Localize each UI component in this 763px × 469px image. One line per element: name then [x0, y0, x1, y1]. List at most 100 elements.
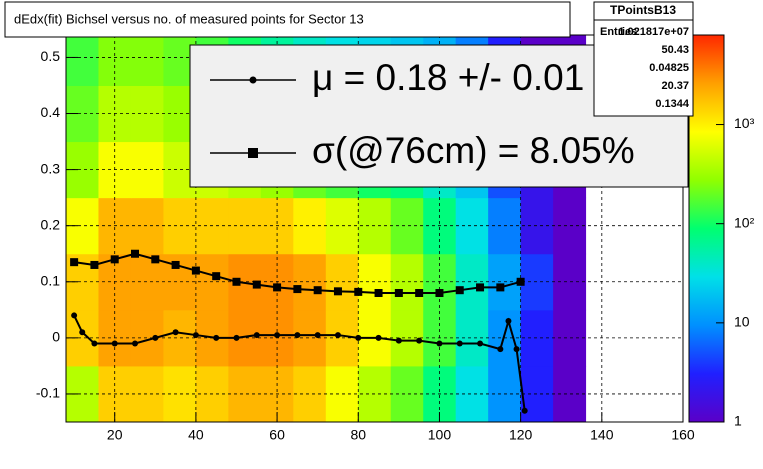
- marker: [172, 329, 179, 336]
- y-tick-label: 0.2: [41, 216, 61, 232]
- stats-value: 50.43: [661, 44, 689, 56]
- legend-marker: [249, 76, 257, 84]
- marker: [436, 340, 443, 347]
- marker: [192, 332, 199, 339]
- marker: [415, 289, 424, 297]
- stats-box: TPointsB13 Entries 1.021817e+07 50.43 0.0…: [593, 1, 694, 117]
- heat-cell: [455, 309, 489, 367]
- marker: [354, 287, 363, 296]
- marker: [521, 407, 528, 414]
- marker: [233, 334, 240, 341]
- y-tick-label: 0.3: [41, 160, 61, 176]
- marker: [71, 312, 78, 319]
- marker: [132, 340, 139, 347]
- marker: [110, 255, 119, 264]
- heat-cell: [228, 365, 262, 423]
- marker: [496, 283, 505, 292]
- title-box: [4, 1, 571, 38]
- stats-label: Entries: [600, 26, 637, 38]
- x-tick-label: 160: [671, 427, 695, 443]
- marker: [435, 289, 444, 297]
- z-tick-label: 10³: [734, 115, 755, 131]
- marker: [497, 346, 504, 353]
- heat-cell: [390, 365, 424, 423]
- marker: [334, 332, 341, 339]
- marker: [476, 283, 485, 292]
- heat-cell: [455, 253, 489, 311]
- marker: [455, 286, 464, 295]
- marker: [70, 258, 79, 267]
- marker: [151, 255, 160, 264]
- stats-title: TPointsB13: [610, 3, 676, 17]
- y-tick-label: 0.1: [41, 272, 61, 288]
- y-tick-label: 0.5: [41, 48, 61, 64]
- marker: [131, 249, 140, 258]
- x-tick-label: 140: [590, 427, 614, 443]
- heat-cell: [293, 253, 327, 311]
- x-tick-label: 120: [509, 427, 533, 443]
- marker: [213, 334, 220, 341]
- marker: [212, 272, 221, 281]
- heat-cell: [293, 309, 327, 367]
- marker: [355, 334, 362, 341]
- marker: [191, 266, 200, 275]
- marker: [477, 340, 484, 347]
- heat-cell: [390, 253, 424, 311]
- y-tick-label: 0.4: [41, 104, 61, 120]
- x-tick-label: 20: [107, 427, 123, 443]
- heat-cell: [455, 365, 489, 423]
- marker: [171, 260, 180, 269]
- x-tick-label: 40: [188, 427, 204, 443]
- heat-cell: [130, 35, 164, 86]
- heat-cell: [293, 197, 327, 255]
- marker: [252, 280, 261, 289]
- y-tick-label: 0: [52, 329, 60, 345]
- marker: [375, 334, 382, 341]
- x-tick-label: 60: [269, 427, 285, 443]
- marker: [395, 337, 402, 344]
- z-tick-label: 10²: [734, 214, 755, 230]
- marker: [513, 346, 520, 353]
- marker: [253, 332, 260, 339]
- marker: [91, 340, 98, 347]
- marker: [314, 332, 321, 339]
- chart-title: dEdx(fit) Bichsel versus no. of measured…: [14, 11, 364, 26]
- marker: [152, 334, 159, 341]
- heat-cell: [455, 197, 489, 255]
- marker: [293, 285, 302, 294]
- stats-value: 0.1344: [655, 98, 690, 110]
- marker: [456, 340, 463, 347]
- marker: [232, 277, 241, 286]
- marker: [416, 337, 423, 344]
- heat-cell: [390, 197, 424, 255]
- legend-label: μ = 0.18 +/- 0.01 %: [312, 57, 627, 98]
- legend-label: σ(@76cm) = 8.05%: [312, 130, 635, 171]
- z-tick-label: 1: [734, 413, 742, 429]
- marker: [79, 329, 86, 336]
- marker: [505, 318, 512, 325]
- marker: [111, 340, 118, 347]
- marker: [273, 283, 282, 292]
- y-tick-label: -0.1: [36, 385, 60, 401]
- marker: [516, 277, 525, 286]
- series-line: [73, 315, 526, 411]
- marker: [313, 286, 322, 295]
- heat-cell: [228, 197, 262, 255]
- x-tick-label: 80: [350, 427, 366, 443]
- color-scale: [688, 34, 725, 423]
- heat-cell: [66, 35, 99, 86]
- x-tick-label: 100: [428, 427, 452, 443]
- stats-value: 0.04825: [649, 62, 689, 74]
- z-tick-label: 10: [734, 314, 750, 330]
- marker: [90, 260, 99, 269]
- stats-value: 20.37: [661, 80, 689, 92]
- legend-marker: [248, 148, 258, 158]
- marker: [274, 332, 281, 339]
- marker: [374, 289, 383, 297]
- stats-value: 1.021817e+07: [618, 26, 689, 38]
- marker: [333, 287, 342, 296]
- marker: [294, 332, 301, 339]
- heat-cell: [293, 365, 327, 423]
- stats-frame: [593, 1, 694, 117]
